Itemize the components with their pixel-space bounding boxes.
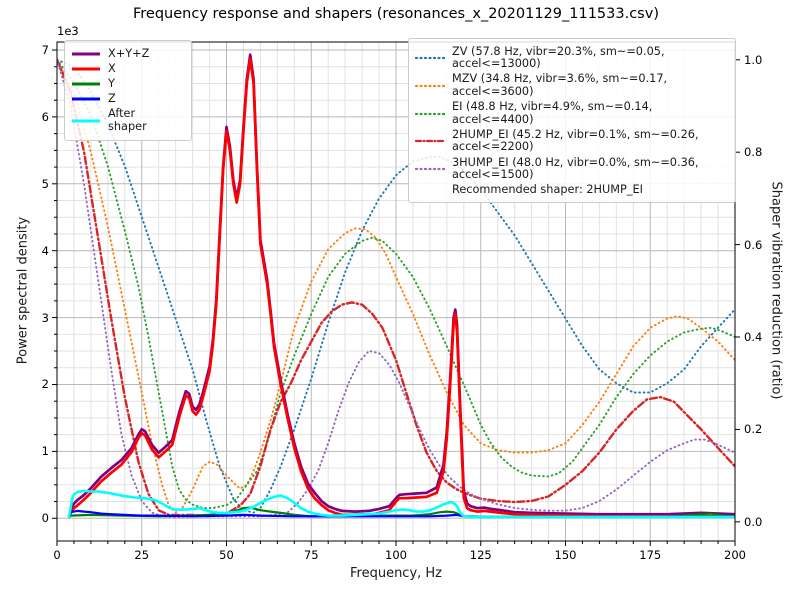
y-tick-label-right: 0.2 (744, 422, 763, 437)
legend-shaper-item-2: EI (48.8 Hz, vibr=4.9%, sm~=0.14, accel<… (415, 100, 727, 126)
legend-swatch-solid (72, 119, 100, 123)
x-tick-label: 50 (219, 548, 234, 562)
series-hump2_ei (57, 58, 735, 518)
legend-swatch-solid (72, 52, 100, 56)
legend-shaper-item-1: MZV (34.8 Hz, vibr=3.6%, sm~=0.17, accel… (415, 72, 727, 98)
x-tick-label: 175 (639, 548, 662, 562)
legend-swatch-dotted (415, 112, 445, 115)
legend-axes: X+Y+Z X Y Z After shaper (64, 40, 192, 141)
x-tick-label: 200 (724, 548, 746, 562)
x-tick-label: 125 (469, 548, 492, 562)
legend-shaper-item-2-label: EI (48.8 Hz, vibr=4.9%, sm~=0.14, accel<… (452, 100, 653, 126)
legend-swatch-solid (72, 82, 100, 86)
x-axis-label: Frequency, Hz (349, 566, 443, 581)
legend-axes-item-1: X (71, 61, 183, 76)
legend-axes-item-2-label: Y (108, 76, 115, 90)
legend-swatch-dotted (415, 168, 445, 171)
legend-swatch-solid (72, 97, 100, 101)
legend-swatch-dotted (415, 57, 445, 60)
legend-swatch-solid (72, 67, 100, 71)
y-tick-label-right: 0.4 (744, 330, 763, 344)
x-tick-label: 150 (554, 548, 577, 562)
legend-shaper-item-3-label: 2HUMP_EI (45.2 Hz, vibr=0.1%, sm~=0.26, … (452, 127, 699, 154)
y-tick-label-right: 1.0 (744, 52, 763, 67)
legend-shaper-item-0: ZV (57.8 Hz, vibr=20.3%, sm~=0.05, accel… (415, 44, 727, 71)
series-mzv (57, 58, 735, 514)
series-psd_after_shaper (67, 489, 735, 519)
legend-swatch-dotted (415, 84, 445, 88)
legend-axes-item-0-label: X+Y+Z (108, 46, 150, 60)
y-tick-label-left: 0 (41, 511, 49, 526)
y-axis-label-right: Shaper vibration reduction (ratio) (768, 181, 784, 400)
legend-axes-item-1-label: X (108, 61, 116, 75)
legend-shaper-item-3: 2HUMP_EI (45.2 Hz, vibr=0.1%, sm~=0.26, … (415, 127, 727, 154)
y-tick-label-right: 0.0 (744, 514, 763, 529)
y-tick-label-left: 1 (41, 444, 49, 459)
y-tick-label-right: 0.8 (744, 145, 763, 160)
legend-axes-item-3: Z (71, 91, 183, 106)
y-tick-label-left: 5 (41, 176, 49, 191)
y-tick-label-left: 3 (41, 310, 49, 325)
x-tick-label: 25 (134, 548, 150, 562)
chart-title: Frequency response and shapers (resonanc… (133, 6, 659, 22)
x-tick-label: 100 (385, 548, 407, 562)
x-tick-label: 75 (303, 548, 319, 562)
legend-shaper-item-4: 3HUMP_EI (48.0 Hz, vibr=0.0%, sm~=0.36, … (415, 155, 727, 182)
legend-axes-item-2: Y (71, 76, 183, 91)
legend-shaper-item-1-label: MZV (34.8 Hz, vibr=3.6%, sm~=0.17, accel… (452, 72, 668, 98)
legend-shaper-item-4-label: 3HUMP_EI (48.0 Hz, vibr=0.0%, sm~=0.36, … (452, 155, 699, 182)
recommended-shaper-text: Recommended shaper: 2HUMP_EI (452, 183, 643, 197)
x-tick-label: 0 (53, 548, 61, 562)
legend-shapers: ZV (57.8 Hz, vibr=20.3%, sm~=0.05, accel… (408, 38, 736, 204)
legend-axes-item-0: X+Y+Z (71, 46, 183, 61)
y-axis-offset-label: 1e3 (57, 24, 79, 38)
legend-axes-item-4: After shaper (71, 107, 183, 133)
legend-axes-item-3-label: Z (108, 91, 116, 105)
y-tick-label-left: 6 (41, 109, 49, 124)
series-zv (57, 58, 735, 514)
y-tick-label-left: 2 (41, 377, 49, 392)
legend-axes-item-4-label: After shaper (108, 107, 147, 133)
legend-shaper-item-0-label: ZV (57.8 Hz, vibr=20.3%, sm~=0.05, accel… (452, 44, 665, 71)
y-tick-label-left: 7 (41, 43, 49, 58)
series-psd_x (67, 57, 735, 519)
y-axis-label-left: Power spectral density (15, 216, 31, 365)
series-ei (57, 58, 735, 509)
y-tick-label-right: 0.6 (744, 237, 763, 252)
y-tick-label-left: 4 (41, 243, 49, 258)
legend-swatch-dashdot (415, 140, 445, 143)
